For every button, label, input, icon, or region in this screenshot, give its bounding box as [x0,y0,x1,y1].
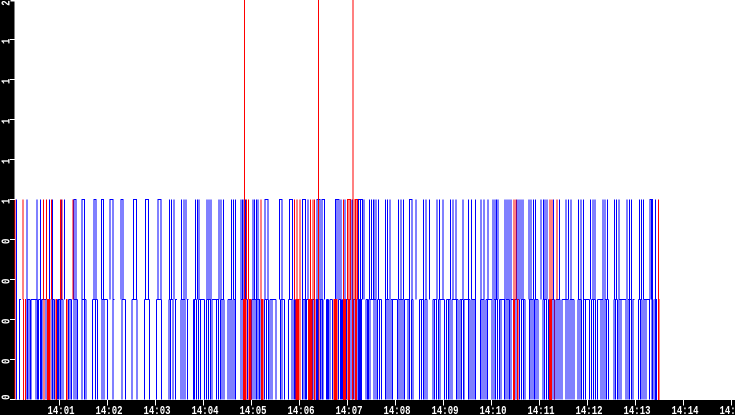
svg-text:14:09: 14:09 [432,404,459,415]
svg-text:2: 2 [0,0,13,5]
svg-text:14:07: 14:07 [336,404,363,415]
svg-text:0: 0 [0,239,13,244]
svg-text:14:01: 14:01 [48,404,75,415]
svg-text:14:05: 14:05 [240,404,267,415]
svg-text:1: 1 [0,159,13,164]
svg-text:1: 1 [0,199,13,204]
svg-text:14:10: 14:10 [480,404,507,415]
svg-text:0: 0 [0,395,13,400]
svg-text:14:06: 14:06 [288,404,315,415]
svg-text:0: 0 [0,319,13,324]
svg-text:14:11: 14:11 [528,404,555,415]
svg-text:0: 0 [0,279,13,284]
svg-text:1: 1 [0,119,13,124]
svg-text:14:03: 14:03 [144,404,171,415]
svg-text:14:13: 14:13 [624,404,651,415]
svg-text:1: 1 [0,79,13,84]
svg-text:14:04: 14:04 [192,404,219,415]
svg-text:14:15: 14:15 [720,404,735,415]
svg-text:14:14: 14:14 [672,404,699,415]
svg-text:14:08: 14:08 [384,404,411,415]
svg-text:14:02: 14:02 [96,404,123,415]
svg-text:14:12: 14:12 [576,404,603,415]
svg-text:0: 0 [0,359,13,364]
svg-text:1: 1 [0,39,13,44]
